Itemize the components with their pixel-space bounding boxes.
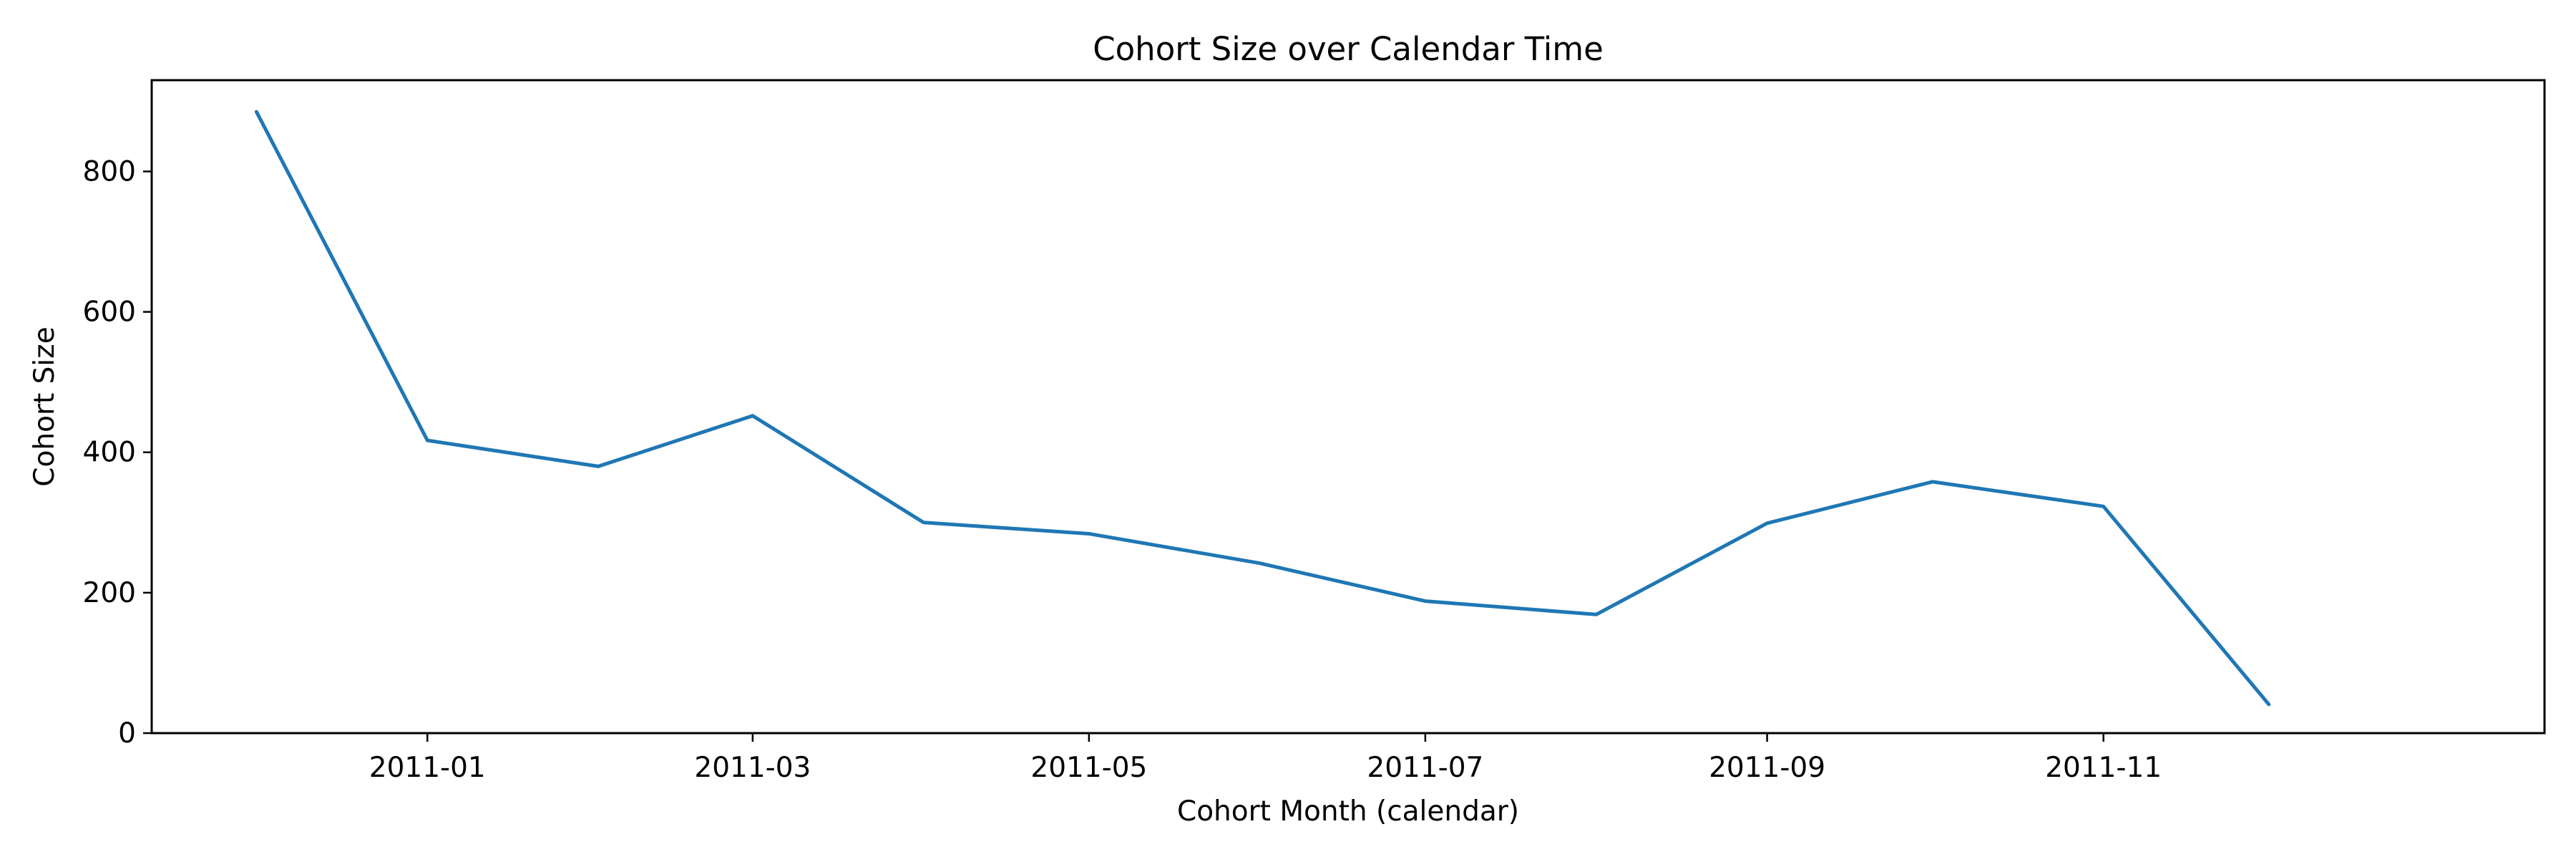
x-tick-label: 2011-01 bbox=[369, 752, 486, 784]
x-tick-label: 2011-05 bbox=[1030, 752, 1147, 784]
x-tick-label: 2011-09 bbox=[1709, 752, 1825, 784]
series-line bbox=[254, 110, 2271, 707]
x-axis-label: Cohort Month (calendar) bbox=[1177, 795, 1519, 828]
x-tick-label: 2011-03 bbox=[694, 752, 811, 784]
y-tick-label: 200 bbox=[83, 577, 136, 609]
y-tick-label: 400 bbox=[83, 437, 136, 469]
x-axis-ticks: 2011-01 2011-03 2011-05 2011-07 2011-09 2011-… bbox=[369, 733, 2162, 784]
y-tick-label: 600 bbox=[83, 296, 136, 329]
y-axis-ticks: 0 200 400 600 800 bbox=[83, 155, 152, 750]
y-axis-label: Cohort Size bbox=[29, 326, 61, 486]
x-tick-label: 2011-07 bbox=[1367, 752, 1483, 784]
plot-area-frame bbox=[150, 79, 2546, 735]
y-tick-label: 800 bbox=[83, 155, 136, 188]
x-tick-label: 2011-11 bbox=[2045, 752, 2162, 784]
chart-title: Cohort Size over Calendar Time bbox=[1093, 30, 1604, 68]
y-tick-label: 0 bbox=[118, 717, 136, 750]
